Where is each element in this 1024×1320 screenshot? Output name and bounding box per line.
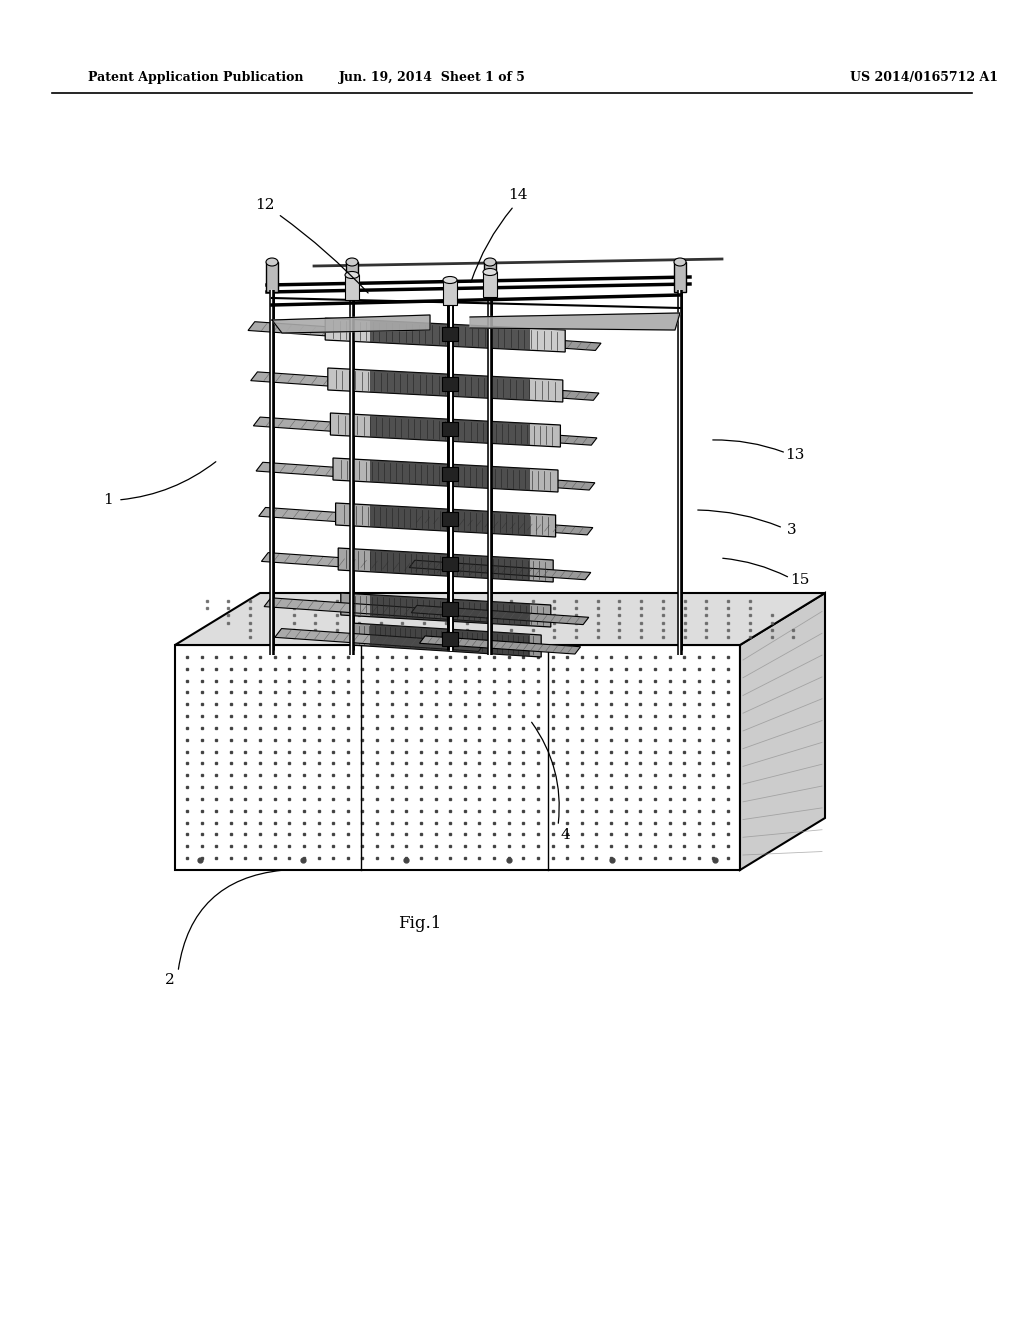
Polygon shape bbox=[338, 548, 553, 582]
Polygon shape bbox=[251, 372, 509, 399]
Ellipse shape bbox=[674, 257, 686, 267]
Ellipse shape bbox=[266, 257, 278, 267]
Polygon shape bbox=[370, 595, 530, 626]
Polygon shape bbox=[261, 553, 499, 577]
Text: 2: 2 bbox=[165, 973, 175, 987]
Bar bbox=[442, 422, 458, 436]
Polygon shape bbox=[256, 462, 504, 487]
Bar bbox=[484, 261, 496, 292]
Polygon shape bbox=[351, 623, 542, 657]
Bar bbox=[346, 261, 358, 292]
Polygon shape bbox=[336, 503, 556, 537]
Bar bbox=[442, 602, 458, 616]
Polygon shape bbox=[175, 645, 740, 870]
Text: 1: 1 bbox=[103, 492, 113, 507]
Polygon shape bbox=[406, 470, 595, 490]
Polygon shape bbox=[412, 606, 589, 624]
Polygon shape bbox=[248, 322, 512, 348]
Text: 4: 4 bbox=[560, 828, 570, 842]
Bar bbox=[442, 557, 458, 572]
Polygon shape bbox=[410, 560, 591, 579]
Bar bbox=[443, 280, 457, 305]
Polygon shape bbox=[370, 370, 530, 400]
Polygon shape bbox=[420, 636, 581, 653]
Polygon shape bbox=[370, 459, 530, 491]
Text: 3: 3 bbox=[787, 523, 797, 537]
Polygon shape bbox=[399, 330, 601, 350]
Polygon shape bbox=[259, 507, 502, 532]
Polygon shape bbox=[333, 458, 558, 492]
Polygon shape bbox=[341, 593, 551, 627]
Text: Jun. 19, 2014  Sheet 1 of 5: Jun. 19, 2014 Sheet 1 of 5 bbox=[339, 71, 525, 84]
Bar bbox=[442, 512, 458, 525]
Ellipse shape bbox=[345, 272, 359, 279]
Polygon shape bbox=[331, 413, 560, 447]
Polygon shape bbox=[370, 414, 530, 445]
Polygon shape bbox=[408, 515, 593, 535]
Bar bbox=[442, 327, 458, 341]
Polygon shape bbox=[326, 318, 565, 352]
Text: 13: 13 bbox=[785, 447, 805, 462]
Bar bbox=[442, 467, 458, 480]
Ellipse shape bbox=[443, 276, 457, 284]
Text: Fig.1: Fig.1 bbox=[398, 915, 441, 932]
Polygon shape bbox=[264, 598, 496, 622]
Polygon shape bbox=[403, 425, 597, 445]
Text: 14: 14 bbox=[508, 187, 527, 202]
Polygon shape bbox=[274, 628, 485, 652]
Bar bbox=[442, 378, 458, 391]
Polygon shape bbox=[740, 593, 825, 870]
Bar bbox=[442, 632, 458, 645]
Text: 15: 15 bbox=[791, 573, 810, 587]
Polygon shape bbox=[370, 624, 530, 656]
Bar bbox=[266, 261, 278, 292]
Polygon shape bbox=[328, 368, 563, 403]
Bar bbox=[345, 275, 359, 300]
Text: 12: 12 bbox=[255, 198, 274, 213]
Ellipse shape bbox=[484, 257, 496, 267]
Polygon shape bbox=[470, 313, 680, 330]
Polygon shape bbox=[175, 593, 825, 645]
Polygon shape bbox=[370, 504, 530, 536]
Polygon shape bbox=[370, 549, 530, 581]
Polygon shape bbox=[253, 417, 507, 444]
Bar bbox=[674, 261, 686, 292]
Polygon shape bbox=[272, 315, 430, 333]
Bar bbox=[483, 272, 497, 297]
Polygon shape bbox=[401, 380, 599, 400]
Ellipse shape bbox=[346, 257, 358, 267]
Ellipse shape bbox=[483, 268, 497, 276]
Text: US 2014/0165712 A1: US 2014/0165712 A1 bbox=[850, 71, 998, 84]
Polygon shape bbox=[370, 321, 530, 350]
Text: Patent Application Publication: Patent Application Publication bbox=[88, 71, 303, 84]
